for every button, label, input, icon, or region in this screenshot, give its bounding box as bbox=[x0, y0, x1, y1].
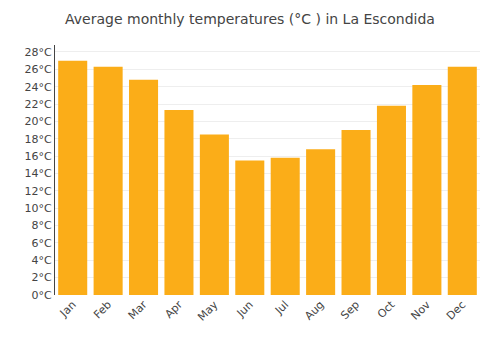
svg-text:18°C: 18°C bbox=[25, 133, 52, 146]
svg-text:22°C: 22°C bbox=[25, 98, 52, 111]
svg-text:Apr: Apr bbox=[162, 298, 185, 321]
svg-text:8°C: 8°C bbox=[32, 219, 52, 232]
svg-text:Sep: Sep bbox=[338, 298, 362, 322]
svg-text:26°C: 26°C bbox=[25, 63, 52, 76]
svg-text:Jul: Jul bbox=[272, 298, 291, 317]
svg-text:24°C: 24°C bbox=[25, 81, 52, 94]
svg-text:Average monthly temperatures (: Average monthly temperatures (°C ) in La… bbox=[65, 11, 435, 27]
svg-text:Feb: Feb bbox=[91, 298, 114, 321]
svg-text:28°C: 28°C bbox=[25, 46, 52, 59]
svg-text:12°C: 12°C bbox=[25, 185, 52, 198]
svg-text:4°C: 4°C bbox=[32, 254, 52, 267]
svg-text:6°C: 6°C bbox=[32, 237, 52, 250]
svg-text:2°C: 2°C bbox=[32, 271, 52, 284]
svg-text:May: May bbox=[195, 298, 221, 324]
svg-text:14°C: 14°C bbox=[25, 167, 52, 180]
svg-text:Aug: Aug bbox=[302, 298, 326, 322]
svg-text:10°C: 10°C bbox=[25, 202, 52, 215]
svg-text:Oct: Oct bbox=[375, 298, 398, 321]
svg-text:Nov: Nov bbox=[409, 298, 434, 323]
svg-text:20°C: 20°C bbox=[25, 115, 52, 128]
svg-text:Mar: Mar bbox=[126, 298, 150, 322]
svg-text:Dec: Dec bbox=[444, 298, 468, 322]
svg-text:16°C: 16°C bbox=[25, 150, 52, 163]
svg-text:Jun: Jun bbox=[234, 298, 256, 320]
svg-text:Jan: Jan bbox=[57, 298, 79, 320]
svg-text:0°C: 0°C bbox=[32, 289, 52, 302]
